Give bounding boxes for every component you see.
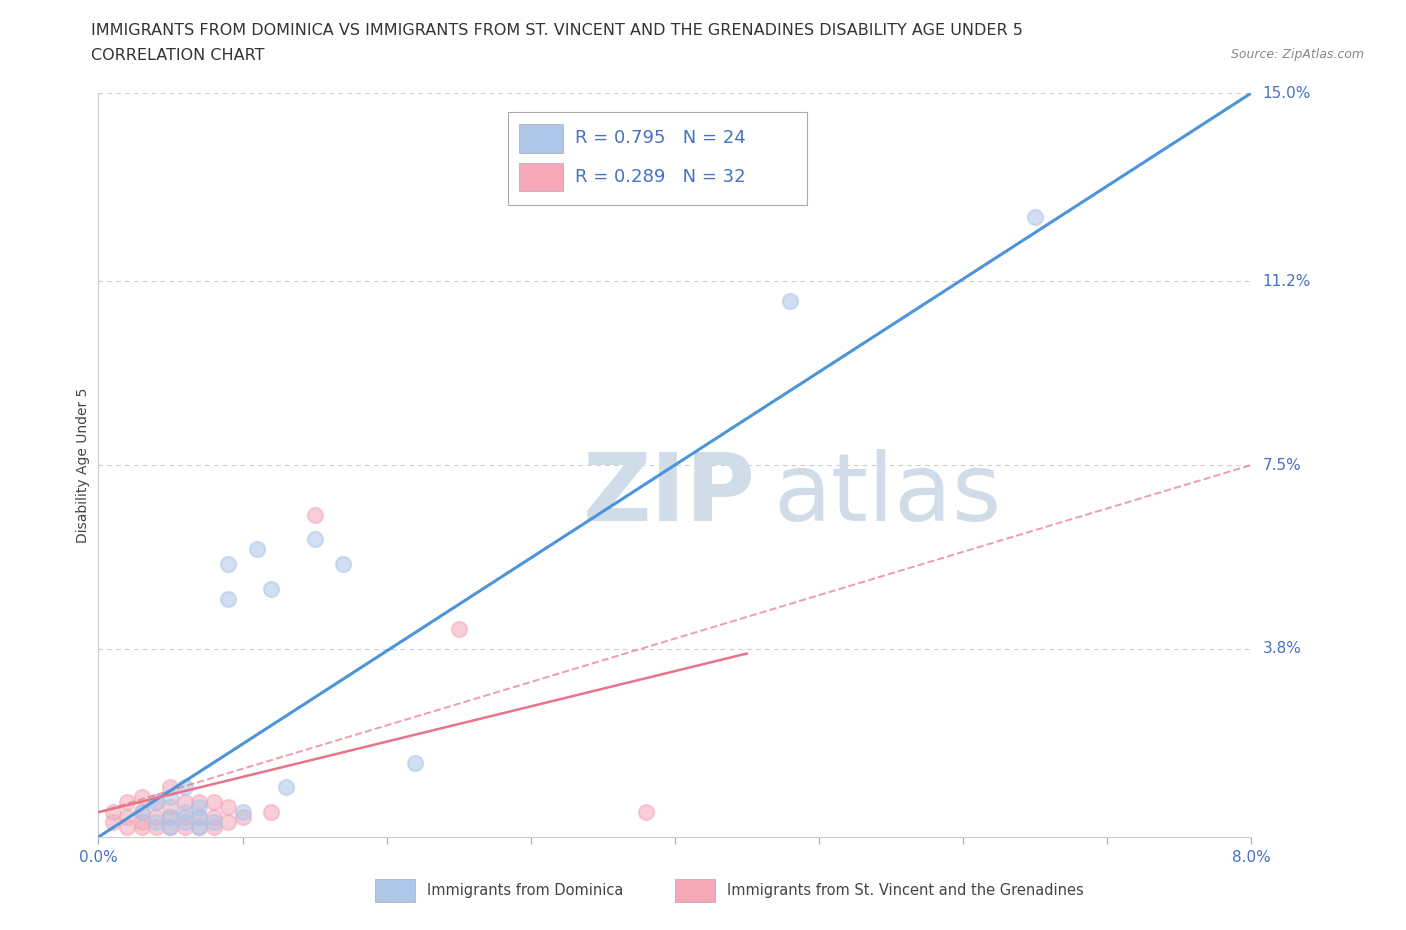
Point <box>260 581 283 596</box>
Bar <box>519 163 562 192</box>
Text: 3.8%: 3.8% <box>1263 641 1302 656</box>
Point <box>188 810 211 825</box>
Point <box>188 819 211 834</box>
Text: 11.2%: 11.2% <box>1263 274 1310 289</box>
Text: atlas: atlas <box>773 449 1001 540</box>
Point <box>159 810 181 825</box>
Point <box>131 815 153 830</box>
Text: 7.5%: 7.5% <box>1263 458 1301 472</box>
Point <box>779 294 801 309</box>
Point <box>217 557 239 572</box>
FancyBboxPatch shape <box>508 112 807 205</box>
Point <box>145 795 167 810</box>
Text: R = 0.795   N = 24: R = 0.795 N = 24 <box>575 129 745 147</box>
Point <box>117 819 139 834</box>
Point <box>202 815 225 830</box>
Point <box>159 810 181 825</box>
Point <box>231 804 254 819</box>
Point <box>145 815 167 830</box>
Point <box>159 790 181 804</box>
Point <box>131 804 153 819</box>
Point <box>304 532 326 547</box>
Point <box>131 804 153 819</box>
Point <box>174 815 197 830</box>
Text: ZIP: ZIP <box>582 449 755 540</box>
Point <box>202 819 225 834</box>
Point <box>217 591 239 606</box>
Point <box>145 810 167 825</box>
Point <box>447 621 470 636</box>
Point <box>231 810 254 825</box>
Point <box>217 800 239 815</box>
Point <box>274 780 297 795</box>
Text: IMMIGRANTS FROM DOMINICA VS IMMIGRANTS FROM ST. VINCENT AND THE GRENADINES DISAB: IMMIGRANTS FROM DOMINICA VS IMMIGRANTS F… <box>91 23 1024 38</box>
Point <box>174 804 197 819</box>
Point <box>117 810 139 825</box>
Point <box>101 804 124 819</box>
Point <box>246 542 269 557</box>
Text: 15.0%: 15.0% <box>1263 86 1310 100</box>
Point <box>174 780 197 795</box>
Point <box>217 815 239 830</box>
Point <box>145 819 167 834</box>
Point <box>188 795 211 810</box>
Bar <box>675 879 716 902</box>
Text: R = 0.289   N = 32: R = 0.289 N = 32 <box>575 168 745 186</box>
Point <box>202 810 225 825</box>
Point <box>332 557 354 572</box>
Text: Immigrants from St. Vincent and the Grenadines: Immigrants from St. Vincent and the Gren… <box>727 884 1084 898</box>
Point <box>159 819 181 834</box>
Text: CORRELATION CHART: CORRELATION CHART <box>91 48 264 63</box>
Point <box>159 800 181 815</box>
Point <box>101 815 124 830</box>
Point <box>145 795 167 810</box>
Point <box>159 819 181 834</box>
Text: Source: ZipAtlas.com: Source: ZipAtlas.com <box>1230 48 1364 61</box>
Point <box>1024 209 1046 224</box>
Point <box>117 795 139 810</box>
Point <box>260 804 283 819</box>
Point <box>636 804 658 819</box>
Point <box>131 819 153 834</box>
Point <box>174 810 197 825</box>
Point <box>174 795 197 810</box>
Bar <box>519 125 562 153</box>
Bar <box>375 879 416 902</box>
Point <box>304 507 326 522</box>
Point <box>188 810 211 825</box>
Point <box>202 795 225 810</box>
Point <box>174 819 197 834</box>
Point <box>159 780 181 795</box>
Point <box>405 755 427 770</box>
Point <box>188 819 211 834</box>
Point <box>131 790 153 804</box>
Point <box>188 800 211 815</box>
Y-axis label: Disability Age Under 5: Disability Age Under 5 <box>76 387 90 543</box>
Text: Immigrants from Dominica: Immigrants from Dominica <box>427 884 623 898</box>
